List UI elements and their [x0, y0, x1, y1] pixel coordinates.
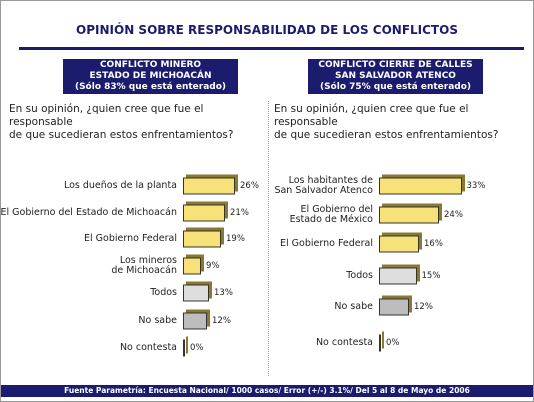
bar: [183, 230, 221, 248]
value-label: 0%: [386, 338, 400, 348]
value-label: 12%: [212, 316, 231, 326]
value-label: 33%: [466, 181, 486, 191]
value-label: 12%: [414, 302, 433, 312]
value-label: 24%: [444, 210, 463, 220]
category-label: No sabe: [334, 301, 373, 312]
category-label: El Gobierno Federal: [84, 233, 177, 244]
value-label: 13%: [214, 288, 233, 298]
value-label: 19%: [226, 234, 245, 244]
bar: [379, 334, 381, 352]
panel-title: CONFLICTO CIERRE DE CALLES SAN SALVADOR …: [318, 60, 473, 81]
value-label: 15%: [421, 271, 441, 281]
category-label: El Gobierno del Estado de Michoacán: [0, 207, 177, 218]
bar: [379, 267, 417, 285]
category-label: Todos: [346, 270, 373, 281]
category-label: Los habitantes de San Salvador Atenco: [274, 175, 373, 196]
panel-title: CONFLICTO MINERO ESTADO DE MICHOACÁN: [89, 60, 212, 81]
category-label: Los mineros de Michoacán: [111, 255, 177, 276]
question: En su opinión, ¿quien cree que fue el re…: [274, 103, 499, 141]
bar: [379, 298, 409, 316]
category-label: No sabe: [138, 315, 177, 326]
bar: [183, 204, 225, 222]
value-label: 21%: [230, 208, 249, 218]
panel-subtitle: (Sólo 75% que está enterado): [319, 82, 472, 92]
category-label: Los dueños de la planta: [63, 180, 177, 191]
value-label: 16%: [424, 239, 443, 249]
category-label: No contesta: [119, 342, 177, 353]
title-rule: [19, 47, 524, 50]
panel-subtitle: (Sólo 83% que está enterado): [74, 82, 227, 92]
bar: [379, 177, 462, 195]
bar: [183, 312, 207, 330]
category-label: El Gobierno Federal: [280, 238, 373, 249]
category-label: No contesta: [315, 337, 373, 348]
source-footer: Fuente Parametría: Encuesta Nacional/ 10…: [1, 385, 533, 397]
divider: [268, 101, 269, 376]
category-label: Todos: [150, 287, 177, 298]
bar: [183, 284, 209, 302]
panel-header: CONFLICTO MINERO ESTADO DE MICHOACÁN (Sól…: [63, 59, 238, 94]
bar: [379, 206, 439, 224]
page-title: OPINIÓN SOBRE RESPONSABILIDAD DE LOS CON…: [76, 23, 458, 37]
bar: [183, 177, 235, 195]
bar: [379, 235, 419, 253]
value-label: 9%: [206, 261, 220, 271]
bar: [183, 257, 201, 275]
category-label: El Gobierno del Estado de México: [289, 204, 373, 225]
value-label: 26%: [240, 181, 259, 191]
panel-header: CONFLICTO CIERRE DE CALLES SAN SALVADOR …: [308, 59, 483, 94]
bar: [183, 339, 185, 357]
value-label: 0%: [190, 343, 204, 353]
question: En su opinión, ¿quien cree que fue el re…: [9, 103, 234, 141]
